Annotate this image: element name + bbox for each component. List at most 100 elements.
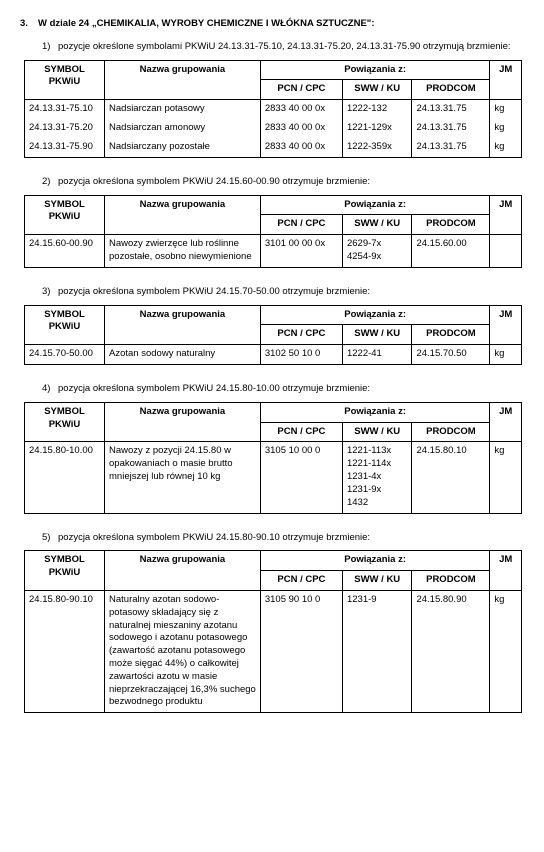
th-jm: JM <box>490 195 522 235</box>
cell-sww: 1221-129x <box>342 119 411 138</box>
cell-jm <box>490 235 522 268</box>
th-pcn: PCN / CPC <box>260 422 342 442</box>
cell-jm: kg <box>490 590 522 712</box>
th-jm: JM <box>490 402 522 442</box>
cell-sww: 1222-132 <box>342 100 411 119</box>
th-prodcom: PRODCOM <box>412 571 490 591</box>
cell-jm: kg <box>490 100 522 119</box>
cell-prodcom: 24.15.80.90 <box>412 590 490 712</box>
cell-prodcom: 24.13.31.75 <box>412 100 490 119</box>
item-heading: 5) pozycja określona symbolem PKWiU 24.1… <box>42 532 524 545</box>
section-heading: 3. W dziale 24 „CHEMIKALIA, WYROBY CHEMI… <box>20 18 524 31</box>
cell-pcn: 2833 40 00 0x <box>260 138 342 157</box>
th-symbol: SYMBOL PKWiU <box>25 60 105 100</box>
th-symbol: SYMBOL PKWiU <box>25 402 105 442</box>
item-number: 3) <box>42 286 58 299</box>
cell-jm: kg <box>490 345 522 365</box>
item-number: 5) <box>42 532 58 545</box>
cell-nazwa: Nadsiarczany pozostałe <box>105 138 261 157</box>
cell-symbol: 24.15.60-00.90 <box>25 235 105 268</box>
item-text: pozycja określona symbolem PKWiU 24.15.8… <box>58 532 524 545</box>
th-jm: JM <box>490 305 522 345</box>
table-row: 24.15.80-90.10 Naturalny azotan sodowo-p… <box>25 590 522 712</box>
cell-prodcom: 24.15.70.50 <box>412 345 490 365</box>
cell-pcn: 2833 40 00 0x <box>260 119 342 138</box>
th-powiazania: Powiązania z: <box>260 305 490 325</box>
cell-pcn: 2833 40 00 0x <box>260 100 342 119</box>
cell-nazwa: Azotan sodowy naturalny <box>105 345 261 365</box>
cell-pcn: 3102 50 10 0 <box>260 345 342 365</box>
cell-symbol: 24.15.80-90.10 <box>25 590 105 712</box>
cell-pcn: 3105 90 10 0 <box>260 590 342 712</box>
item-text: pozycje określone symbolami PKWiU 24.13.… <box>58 41 524 54</box>
th-prodcom: PRODCOM <box>412 422 490 442</box>
cell-prodcom: 24.13.31.75 <box>412 138 490 157</box>
th-symbol: SYMBOL PKWiU <box>25 551 105 591</box>
th-nazwa: Nazwa grupowania <box>105 402 261 442</box>
cell-sww: 1222-41 <box>342 345 411 365</box>
item-text: pozycja określona symbolem PKWiU 24.15.6… <box>58 176 524 189</box>
table-row: 24.13.31-75.90 Nadsiarczany pozostałe 28… <box>25 138 522 157</box>
th-powiazania: Powiązania z: <box>260 551 490 571</box>
th-prodcom: PRODCOM <box>412 215 490 235</box>
th-nazwa: Nazwa grupowania <box>105 195 261 235</box>
item-number: 1) <box>42 41 58 54</box>
cell-sww: 2629-7x4254-9x <box>342 235 411 268</box>
data-table: SYMBOL PKWiU Nazwa grupowania Powiązania… <box>24 402 522 514</box>
cell-jm: kg <box>490 138 522 157</box>
table-row: 24.13.31-75.10 Nadsiarczan potasowy 2833… <box>25 100 522 119</box>
table-row: 24.13.31-75.20 Nadsiarczan amonowy 2833 … <box>25 119 522 138</box>
cell-sww: 1221-113x1221-114x1231-4x1231-9x1432 <box>342 442 411 513</box>
cell-prodcom: 24.13.31.75 <box>412 119 490 138</box>
item-text: pozycja określona symbolem PKWiU 24.15.7… <box>58 286 524 299</box>
th-powiazania: Powiązania z: <box>260 402 490 422</box>
cell-prodcom: 24.15.60.00 <box>412 235 490 268</box>
th-jm: JM <box>490 551 522 591</box>
th-sww: SWW / KU <box>342 215 411 235</box>
th-sww: SWW / KU <box>342 571 411 591</box>
data-table: SYMBOL PKWiU Nazwa grupowania Powiązania… <box>24 60 522 158</box>
table-row: 24.15.60-00.90 Nawozy zwierzęce lub rośl… <box>25 235 522 268</box>
th-powiazania: Powiązania z: <box>260 60 490 80</box>
cell-nazwa: Nawozy z pozycji 24.15.80 w opakowaniach… <box>105 442 261 513</box>
cell-jm: kg <box>490 119 522 138</box>
cell-nazwa: Nadsiarczan amonowy <box>105 119 261 138</box>
item-heading: 1) pozycje określone symbolami PKWiU 24.… <box>42 41 524 54</box>
th-sww: SWW / KU <box>342 422 411 442</box>
item-number: 2) <box>42 176 58 189</box>
cell-symbol: 24.13.31-75.90 <box>25 138 105 157</box>
cell-sww: 1231-9 <box>342 590 411 712</box>
item-heading: 4) pozycja określona symbolem PKWiU 24.1… <box>42 383 524 396</box>
table-row: 24.15.80-10.00 Nawozy z pozycji 24.15.80… <box>25 442 522 513</box>
th-sww: SWW / KU <box>342 325 411 345</box>
item-heading: 2) pozycja określona symbolem PKWiU 24.1… <box>42 176 524 189</box>
th-pcn: PCN / CPC <box>260 80 342 100</box>
cell-jm: kg <box>490 442 522 513</box>
table-row: 24.15.70-50.00 Azotan sodowy naturalny 3… <box>25 345 522 365</box>
cell-symbol: 24.13.31-75.20 <box>25 119 105 138</box>
th-symbol: SYMBOL PKWiU <box>25 195 105 235</box>
item-text: pozycja określona symbolem PKWiU 24.15.8… <box>58 383 524 396</box>
section-number: 3. <box>20 18 38 31</box>
section-title: W dziale 24 „CHEMIKALIA, WYROBY CHEMICZN… <box>38 18 374 31</box>
cell-prodcom: 24.15.80.10 <box>412 442 490 513</box>
th-prodcom: PRODCOM <box>412 80 490 100</box>
cell-symbol: 24.13.31-75.10 <box>25 100 105 119</box>
data-table: SYMBOL PKWiU Nazwa grupowania Powiązania… <box>24 550 522 713</box>
th-nazwa: Nazwa grupowania <box>105 551 261 591</box>
item-number: 4) <box>42 383 58 396</box>
th-jm: JM <box>490 60 522 100</box>
th-symbol: SYMBOL PKWiU <box>25 305 105 345</box>
data-table: SYMBOL PKWiU Nazwa grupowania Powiązania… <box>24 195 522 268</box>
cell-sww: 1222-359x <box>342 138 411 157</box>
data-table: SYMBOL PKWiU Nazwa grupowania Powiązania… <box>24 305 522 365</box>
th-pcn: PCN / CPC <box>260 571 342 591</box>
th-pcn: PCN / CPC <box>260 325 342 345</box>
cell-nazwa: Nawozy zwierzęce lub roślinne pozostałe,… <box>105 235 261 268</box>
cell-symbol: 24.15.70-50.00 <box>25 345 105 365</box>
th-nazwa: Nazwa grupowania <box>105 60 261 100</box>
th-powiazania: Powiązania z: <box>260 195 490 215</box>
cell-pcn: 3101 00 00 0x <box>260 235 342 268</box>
th-sww: SWW / KU <box>342 80 411 100</box>
item-heading: 3) pozycja określona symbolem PKWiU 24.1… <box>42 286 524 299</box>
